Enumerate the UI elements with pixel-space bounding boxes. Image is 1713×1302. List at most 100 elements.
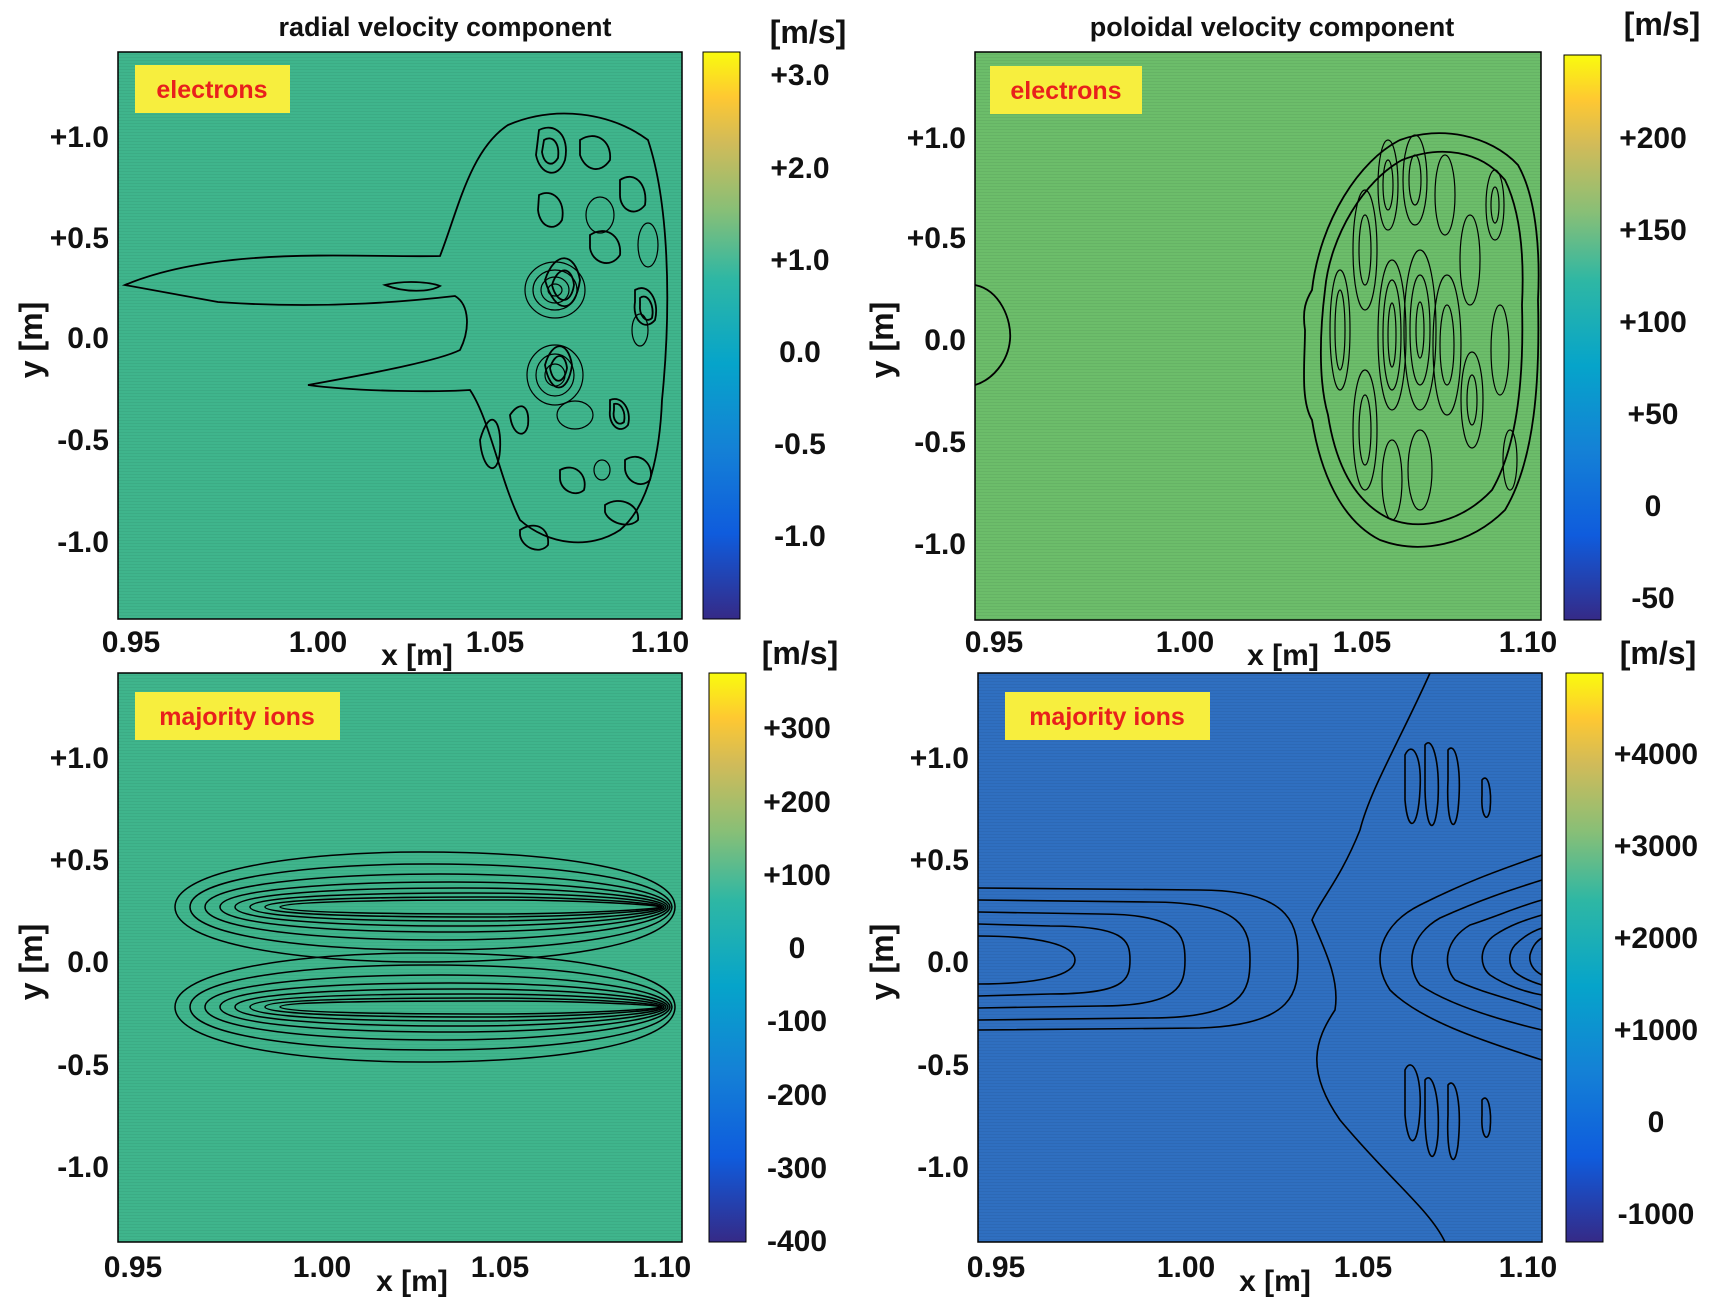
y-axis-label: y [m]: [13, 302, 49, 378]
colorbar-tick: +100: [1619, 306, 1687, 339]
x-tick: 0.95: [104, 1251, 162, 1284]
colorbar-tick: -400: [767, 1225, 827, 1258]
y-tick: +1.0: [50, 121, 109, 154]
species-badge: [1005, 692, 1210, 740]
y-tick: -0.5: [57, 424, 109, 457]
x-ticks: 0.95 1.00 1.05 1.10: [104, 1251, 691, 1284]
x-axis-label: x [m]: [376, 1265, 448, 1298]
contour-field: [977, 672, 1543, 1243]
panel-radial-ions: majority ions [m/s] +300 +200 +100 0 -10…: [13, 635, 838, 1298]
contour-field: [121, 112, 669, 551]
x-tick: 1.10: [1499, 1251, 1557, 1284]
contour-cluster: [524, 196, 659, 481]
y-tick: +0.5: [50, 222, 109, 255]
y-tick: 0.0: [67, 946, 109, 979]
panel-poloidal-electrons: electrons [m/s] +200 +150 +100 +50 0 -50…: [864, 6, 1700, 672]
colorbar-ticks: +200 +150 +100 +50 0 -50: [1619, 122, 1687, 615]
y-ticks: +1.0 +0.5 0.0 -0.5 -1.0: [50, 742, 109, 1184]
y-tick: +0.5: [910, 844, 969, 877]
y-tick: -0.5: [914, 426, 966, 459]
x-ticks: 0.95 1.00 1.05 1.10: [967, 1251, 1557, 1284]
x-tick: 1.10: [631, 626, 689, 659]
y-ticks: +1.0 +0.5 0.0 -0.5 -1.0: [907, 122, 966, 561]
colorbar-unit: [m/s]: [770, 14, 846, 50]
y-tick: -1.0: [57, 1151, 109, 1184]
panel-poloidal-ions: majority ions [m/s] +4000 +3000 +2000 +1…: [864, 635, 1698, 1298]
colorbar: [1563, 54, 1602, 621]
colorbar-tick: -100: [767, 1005, 827, 1038]
y-tick: +1.0: [910, 742, 969, 775]
colorbar-unit: [m/s]: [1624, 6, 1700, 42]
colorbar-tick: +1.0: [770, 244, 829, 277]
colorbar-tick: 0: [1645, 490, 1662, 523]
y-tick: -0.5: [57, 1049, 109, 1082]
colorbar-tick: +200: [763, 786, 831, 819]
y-tick: +0.5: [50, 844, 109, 877]
x-tick: 0.95: [967, 1251, 1025, 1284]
y-ticks: +1.0 +0.5 0.0 -0.5 -1.0: [50, 121, 109, 559]
y-axis-label: y [m]: [864, 302, 900, 378]
plot-frame: [117, 672, 683, 1243]
x-axis-label: x [m]: [381, 639, 453, 672]
colorbar-tick: -50: [1631, 582, 1674, 615]
colorbar: [1565, 672, 1604, 1243]
y-tick: -1.0: [914, 528, 966, 561]
plot-frame: [974, 51, 1542, 621]
colorbar: [708, 672, 747, 1243]
species-label: majority ions: [1029, 703, 1185, 731]
y-tick: -1.0: [917, 1151, 969, 1184]
colorbar-tick: +3.0: [770, 59, 829, 92]
x-tick: 1.05: [466, 626, 524, 659]
colorbar-tick: -1000: [1618, 1198, 1695, 1231]
colorbar-unit: [m/s]: [1620, 635, 1696, 671]
y-ticks: +1.0 +0.5 0.0 -0.5 -1.0: [910, 742, 969, 1184]
colorbar-tick: +1000: [1614, 1014, 1698, 1047]
colorbar-tick: 0.0: [779, 336, 821, 369]
y-tick: +1.0: [907, 122, 966, 155]
y-tick: 0.0: [67, 322, 109, 355]
x-tick: 0.95: [102, 626, 160, 659]
panel-radial-electrons: electrons [m/s] +3.0 +2.0 +1.0 0.0 -0.5 …: [13, 14, 846, 672]
x-ticks: 0.95 1.00 1.05 1.10: [102, 626, 689, 659]
contour-upper-lobe: [174, 851, 676, 963]
x-tick: 0.95: [965, 626, 1023, 659]
title-poloidal: poloidal velocity component: [1090, 12, 1455, 42]
colorbar-tick: -200: [767, 1079, 827, 1112]
plot-frame: [977, 672, 1543, 1243]
y-tick: -1.0: [57, 526, 109, 559]
y-tick: 0.0: [924, 324, 966, 357]
x-axis-label: x [m]: [1247, 639, 1319, 672]
contour-cluster: [1329, 134, 1518, 521]
species-label: electrons: [1010, 77, 1121, 105]
x-tick: 1.10: [1499, 626, 1557, 659]
species-label: electrons: [156, 76, 267, 104]
colorbar-ticks: +4000 +3000 +2000 +1000 0 -1000: [1614, 738, 1698, 1231]
x-ticks: 0.95 1.00 1.05 1.10: [965, 626, 1557, 659]
title-radial: radial velocity component: [278, 12, 611, 42]
colorbar-tick: 0: [1648, 1106, 1665, 1139]
x-tick: 1.05: [1333, 626, 1391, 659]
y-tick: +1.0: [50, 742, 109, 775]
species-badge: [990, 66, 1142, 114]
colorbar-tick: -1.0: [774, 520, 826, 553]
colorbar-unit: [m/s]: [762, 635, 838, 671]
species-label: majority ions: [159, 703, 315, 731]
x-tick: 1.00: [289, 626, 347, 659]
x-tick: 1.00: [1157, 1251, 1215, 1284]
x-tick: 1.10: [633, 1251, 691, 1284]
colorbar: [702, 51, 741, 620]
x-tick: 1.05: [1334, 1251, 1392, 1284]
colorbar-ticks: +3.0 +2.0 +1.0 0.0 -0.5 -1.0: [770, 59, 829, 553]
colorbar-tick: -0.5: [774, 428, 826, 461]
x-axis-label: x [m]: [1239, 1265, 1311, 1298]
y-tick: +0.5: [907, 222, 966, 255]
species-badge: [135, 65, 290, 113]
colorbar-tick: -300: [767, 1152, 827, 1185]
colorbar-tick: +3000: [1614, 830, 1698, 863]
contour-lower-lobe: [174, 952, 676, 1063]
x-tick: 1.00: [293, 1251, 351, 1284]
colorbar-tick: +4000: [1614, 738, 1698, 771]
colorbar-tick: +150: [1619, 214, 1687, 247]
y-axis-label: y [m]: [864, 924, 900, 1000]
